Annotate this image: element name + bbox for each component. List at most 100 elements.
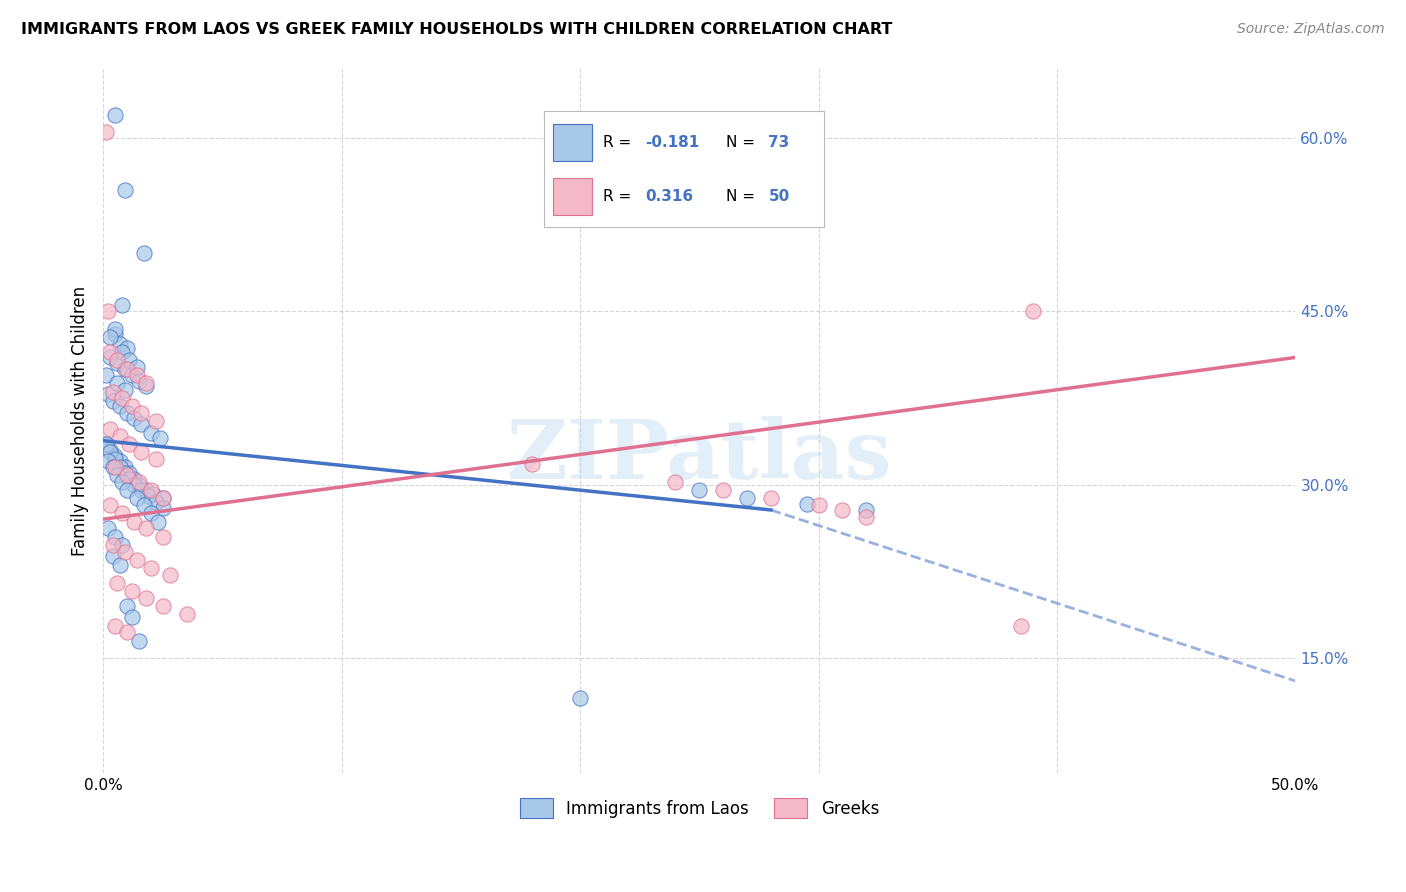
Point <box>107 356 129 370</box>
Point <box>152 529 174 543</box>
Point <box>139 507 162 521</box>
Point <box>138 489 160 503</box>
Point <box>94 437 117 451</box>
Point <box>145 452 167 467</box>
Point <box>114 544 136 558</box>
Point <box>108 336 131 351</box>
Point <box>107 575 129 590</box>
Point <box>104 327 127 342</box>
Point <box>101 394 124 409</box>
Point <box>132 499 155 513</box>
Point <box>139 560 162 574</box>
Point <box>807 499 830 513</box>
Point <box>111 391 134 405</box>
Point <box>111 344 134 359</box>
Point <box>152 599 174 613</box>
Point <box>108 558 131 573</box>
Point <box>125 491 148 506</box>
Point <box>664 475 686 490</box>
Point <box>711 483 734 498</box>
Point <box>569 691 592 706</box>
Point <box>855 509 877 524</box>
Point <box>118 472 141 486</box>
Point <box>122 472 145 486</box>
Point <box>121 583 143 598</box>
Point <box>121 610 143 624</box>
Point <box>176 607 198 621</box>
Point <box>98 442 121 457</box>
Point <box>98 499 121 513</box>
Point <box>97 521 120 535</box>
Point <box>118 352 141 367</box>
Point <box>94 368 117 382</box>
Point <box>97 304 120 318</box>
Point <box>145 414 167 428</box>
Point <box>98 344 121 359</box>
Point <box>107 352 129 367</box>
Point <box>135 379 157 393</box>
Point <box>831 503 853 517</box>
Point <box>152 491 174 506</box>
Point <box>115 483 138 498</box>
Point <box>135 376 157 390</box>
Point <box>101 460 124 475</box>
Point <box>759 491 782 506</box>
Point <box>108 454 131 468</box>
Y-axis label: Family Households with Children: Family Households with Children <box>72 286 89 556</box>
Text: Source: ZipAtlas.com: Source: ZipAtlas.com <box>1237 22 1385 37</box>
Point <box>1010 618 1032 632</box>
Point <box>108 460 131 475</box>
Point <box>128 633 150 648</box>
Point <box>111 298 134 312</box>
Point <box>132 246 155 260</box>
Text: IMMIGRANTS FROM LAOS VS GREEK FAMILY HOUSEHOLDS WITH CHILDREN CORRELATION CHART: IMMIGRANTS FROM LAOS VS GREEK FAMILY HOU… <box>21 22 893 37</box>
Point <box>139 483 162 498</box>
Point <box>114 383 136 397</box>
Point <box>104 108 127 122</box>
Point <box>108 429 131 443</box>
Point <box>98 329 121 343</box>
Point <box>142 487 165 501</box>
Point <box>125 359 148 374</box>
Point <box>522 457 544 471</box>
Point <box>101 549 124 564</box>
Point <box>101 538 124 552</box>
Point <box>97 387 120 401</box>
Point <box>114 466 136 480</box>
Point <box>111 475 134 490</box>
Point <box>98 422 121 436</box>
Point <box>139 425 162 440</box>
Point <box>115 362 138 376</box>
Point <box>111 507 134 521</box>
Point <box>104 460 127 475</box>
Point <box>98 351 121 365</box>
Point <box>688 483 710 498</box>
Point <box>129 417 152 432</box>
Legend: Immigrants from Laos, Greeks: Immigrants from Laos, Greeks <box>513 791 886 825</box>
Point <box>122 477 145 491</box>
Point <box>104 449 127 463</box>
Point <box>152 500 174 515</box>
Point <box>104 529 127 543</box>
Point <box>115 599 138 613</box>
Point <box>115 341 138 355</box>
Point <box>145 495 167 509</box>
Point <box>735 491 758 506</box>
Point <box>135 591 157 605</box>
Point <box>114 183 136 197</box>
Point <box>115 625 138 640</box>
Point <box>111 538 134 552</box>
Point <box>159 567 181 582</box>
Point <box>115 406 138 420</box>
Point <box>122 515 145 529</box>
Point <box>152 491 174 506</box>
Point <box>114 362 136 376</box>
Point <box>855 503 877 517</box>
Point <box>107 468 129 483</box>
Point <box>97 454 120 468</box>
Point <box>94 437 117 451</box>
Point <box>104 618 127 632</box>
Point <box>129 483 152 498</box>
Point <box>108 399 131 413</box>
Point <box>796 497 818 511</box>
